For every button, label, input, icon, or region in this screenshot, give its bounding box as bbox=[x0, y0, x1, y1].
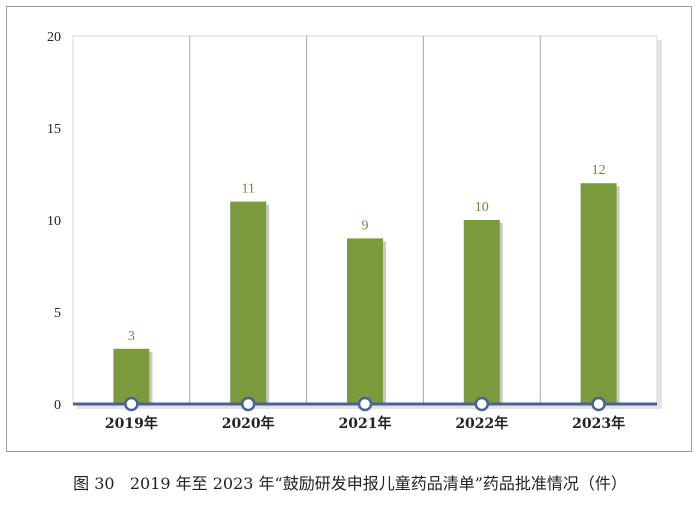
bar bbox=[580, 183, 617, 404]
y-tick-label: 10 bbox=[47, 214, 61, 229]
figure-caption: 图 30 2019 年至 2023 年“鼓励研发申报儿童药品清单”药品批准情况（… bbox=[0, 470, 700, 494]
data-label: 11 bbox=[241, 182, 254, 197]
figure-caption-text: 2019 年至 2023 年“鼓励研发申报儿童药品清单”药品批准情况（件） bbox=[129, 474, 627, 493]
y-tick-label: 0 bbox=[54, 398, 61, 413]
x-tick-label: 2020年 bbox=[222, 415, 275, 432]
data-label: 3 bbox=[128, 329, 135, 344]
bar bbox=[463, 220, 500, 404]
y-tick-label: 20 bbox=[47, 30, 61, 45]
bar-chart: 0 5 10 15 20 3 11 9 10 12 2019年 2020年 2021年 2022年 2023… bbox=[47, 30, 662, 432]
data-label: 9 bbox=[362, 218, 369, 233]
x-tick-label: 2023年 bbox=[572, 415, 625, 432]
data-label: 12 bbox=[592, 163, 606, 178]
x-axis-marker bbox=[591, 396, 606, 412]
x-axis-marker bbox=[124, 396, 139, 412]
bar bbox=[347, 238, 383, 404]
data-label: 10 bbox=[475, 200, 489, 215]
figure-number: 图 30 bbox=[73, 474, 115, 493]
x-tick-label: 2019年 bbox=[105, 415, 158, 432]
plot-shadow-right bbox=[657, 40, 662, 408]
x-axis-marker bbox=[240, 396, 256, 412]
x-tick-label: 2022年 bbox=[455, 415, 508, 432]
x-axis-marker bbox=[474, 396, 490, 412]
x-tick-label: 2021年 bbox=[339, 415, 392, 432]
bar bbox=[230, 201, 267, 404]
bar bbox=[113, 348, 150, 404]
x-axis-marker bbox=[357, 396, 373, 412]
y-tick-label: 15 bbox=[47, 122, 61, 137]
y-tick-label: 5 bbox=[54, 306, 61, 321]
